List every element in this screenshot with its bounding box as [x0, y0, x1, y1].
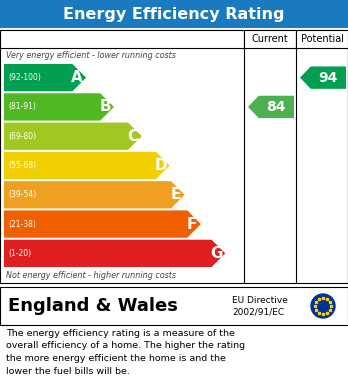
Polygon shape	[4, 64, 86, 91]
Text: C: C	[127, 129, 139, 144]
Bar	[244, 30, 296, 48]
Text: Current: Current	[252, 34, 288, 44]
Text: Not energy efficient - higher running costs: Not energy efficient - higher running co…	[6, 271, 176, 280]
Polygon shape	[4, 181, 185, 208]
Bar	[0, 287, 348, 325]
Text: Very energy efficient - lower running costs: Very energy efficient - lower running co…	[6, 50, 176, 59]
Bar	[0, 30, 244, 48]
Polygon shape	[4, 210, 201, 238]
Text: D: D	[155, 158, 167, 173]
Text: The energy efficiency rating is a measure of the
overall efficiency of a home. T: The energy efficiency rating is a measur…	[6, 329, 245, 375]
Text: F: F	[187, 217, 197, 231]
Text: (21-38): (21-38)	[8, 220, 36, 229]
Text: (81-91): (81-91)	[8, 102, 36, 111]
Text: 94: 94	[319, 71, 338, 84]
Bar	[0, 0, 348, 28]
Text: G: G	[210, 246, 223, 261]
Bar	[296, 30, 348, 48]
Polygon shape	[300, 66, 346, 89]
Text: (69-80): (69-80)	[8, 132, 36, 141]
Text: (55-68): (55-68)	[8, 161, 36, 170]
Text: A: A	[71, 70, 83, 85]
Circle shape	[311, 294, 335, 318]
Text: (39-54): (39-54)	[8, 190, 36, 199]
Polygon shape	[248, 96, 294, 118]
Text: Potential: Potential	[301, 34, 343, 44]
Text: England & Wales: England & Wales	[8, 297, 178, 315]
Bar	[0, 30, 348, 283]
Text: (92-100): (92-100)	[8, 73, 41, 82]
Polygon shape	[4, 240, 225, 267]
Text: 84: 84	[267, 100, 286, 114]
Polygon shape	[4, 152, 169, 179]
Text: (1-20): (1-20)	[8, 249, 31, 258]
Polygon shape	[4, 122, 142, 150]
Text: E: E	[171, 187, 181, 202]
Text: EU Directive
2002/91/EC: EU Directive 2002/91/EC	[232, 296, 288, 316]
Text: B: B	[99, 99, 111, 115]
Text: Energy Efficiency Rating: Energy Efficiency Rating	[63, 7, 285, 22]
Polygon shape	[4, 93, 114, 120]
